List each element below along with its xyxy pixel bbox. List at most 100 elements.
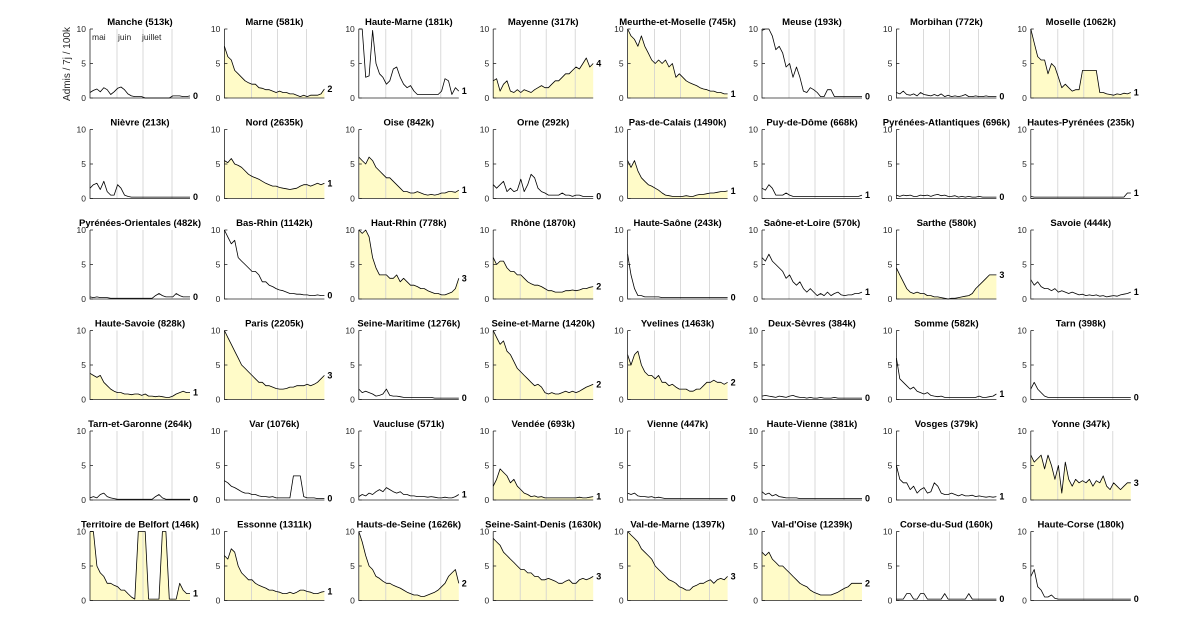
panel: 0 5 10 Essonne (1311k) 1	[211, 520, 332, 606]
axes-frame	[492, 129, 594, 199]
panel: 0 5 10 Vaucluse (571k) 1	[345, 419, 466, 505]
series-line	[224, 330, 325, 390]
y-tick-label: 10	[1017, 225, 1027, 235]
last-value-label: 0	[462, 393, 467, 403]
panel: 0 5 10 Vendée (693k) 1	[480, 419, 601, 505]
y-tick-label: 0	[81, 596, 86, 606]
y-tick-label: 5	[81, 159, 86, 169]
y-tick-label: 10	[1017, 125, 1027, 135]
last-value-label: 1	[193, 589, 198, 599]
last-value-label: 3	[327, 370, 332, 380]
series-line	[1030, 454, 1131, 494]
y-tick-label: 0	[888, 194, 893, 204]
panel-title: Haute-Saône (243k)	[634, 218, 722, 229]
series-line	[896, 90, 997, 97]
series-line	[492, 538, 594, 584]
series-line	[627, 350, 728, 392]
last-value-label: 1	[327, 178, 332, 188]
panel-title: Pas-de-Calais (1490k)	[629, 118, 727, 129]
y-tick-label: 5	[888, 159, 893, 169]
y-tick-label: 0	[216, 596, 221, 606]
panel: 0 5 10 Yonne (347k) 3	[1017, 419, 1138, 505]
panel-title: Nièvre (213k)	[110, 118, 169, 129]
panel: 0 5 10 Haute-Marne (181k) 1	[345, 17, 466, 103]
last-value-label: 1	[999, 492, 1004, 502]
area-fill	[224, 158, 325, 199]
last-value-label: 1	[865, 190, 870, 200]
y-tick-label: 10	[480, 326, 490, 336]
y-tick-label: 5	[81, 561, 86, 571]
axes-frame	[1030, 129, 1131, 199]
area-fill	[493, 58, 594, 98]
y-tick-label: 0	[1022, 395, 1027, 405]
y-tick-label: 0	[216, 495, 221, 505]
area-fill	[90, 531, 190, 601]
series-line	[1030, 381, 1131, 398]
axes-frame	[896, 129, 997, 199]
axes-frame	[761, 230, 862, 300]
y-tick-label: 10	[480, 527, 490, 537]
last-value-label: 0	[193, 91, 198, 101]
series-line	[492, 468, 594, 499]
y-tick-label: 5	[619, 260, 624, 270]
y-tick-label: 0	[1022, 93, 1027, 103]
axes-frame	[89, 431, 190, 501]
y-tick-label: 5	[350, 360, 355, 370]
area-fill	[493, 538, 594, 601]
axes-frame	[761, 330, 862, 400]
last-value-label: 3	[999, 270, 1004, 280]
last-value-label: 0	[999, 594, 1004, 604]
panel-title: Mayenne (317k)	[508, 17, 579, 28]
y-tick-label: 0	[484, 194, 489, 204]
panel: 0 5 10 Corse-du-Sud (160k) 0	[883, 520, 1004, 606]
panel-title: Seine-Saint-Denis (1630k)	[485, 520, 601, 531]
series-line	[224, 229, 325, 297]
y-axis-label: Admis / 7j / 100k	[62, 26, 73, 101]
axes-frame	[761, 29, 862, 99]
axes-frame	[89, 129, 190, 199]
series-line	[761, 551, 862, 596]
y-tick-label: 0	[216, 93, 221, 103]
area-fill	[358, 157, 459, 199]
y-tick-label: 0	[888, 93, 893, 103]
y-tick-label: 5	[753, 461, 758, 471]
panel-title: Territoire de Belfort (146k)	[81, 520, 199, 531]
y-tick-label: 5	[350, 561, 355, 571]
y-tick-label: 10	[77, 125, 87, 135]
y-tick-label: 0	[350, 495, 355, 505]
last-value-label: 1	[462, 185, 467, 195]
area-fill	[627, 160, 728, 199]
y-tick-label: 5	[81, 260, 86, 270]
y-tick-label: 10	[480, 426, 490, 436]
y-tick-label: 10	[614, 527, 624, 537]
y-tick-label: 5	[216, 159, 221, 169]
y-tick-label: 0	[350, 596, 355, 606]
y-tick-label: 0	[753, 395, 758, 405]
y-tick-label: 5	[216, 260, 221, 270]
y-tick-label: 10	[77, 426, 87, 436]
panel: 0 5 10 Pas-de-Calais (1490k) 1	[614, 118, 735, 204]
y-tick-label: 5	[484, 360, 489, 370]
panel-title: Yvelines (1463k)	[641, 319, 714, 330]
last-value-label: 0	[731, 293, 736, 303]
y-tick-label: 10	[211, 125, 221, 135]
panel: 0 5 10 Var (1076k) 0	[211, 419, 332, 505]
y-tick-label: 0	[484, 93, 489, 103]
series-line	[358, 229, 460, 296]
area-fill	[1030, 455, 1131, 500]
panel-title: Nord (2635k)	[246, 118, 304, 129]
y-tick-label: 10	[883, 326, 893, 336]
panel-title: Meurthe-et-Moselle (745k)	[619, 17, 736, 28]
area-fill	[90, 373, 190, 400]
y-tick-label: 10	[614, 125, 624, 135]
panel-title: Pyrénées-Orientales (482k)	[79, 218, 201, 229]
y-tick-label: 10	[1017, 426, 1027, 436]
axes-frame	[89, 230, 190, 300]
panel-title: Rhône (1870k)	[511, 218, 576, 229]
panel-title: Paris (2205k)	[245, 319, 304, 330]
panel-title: Deux-Sèvres (384k)	[768, 319, 856, 330]
